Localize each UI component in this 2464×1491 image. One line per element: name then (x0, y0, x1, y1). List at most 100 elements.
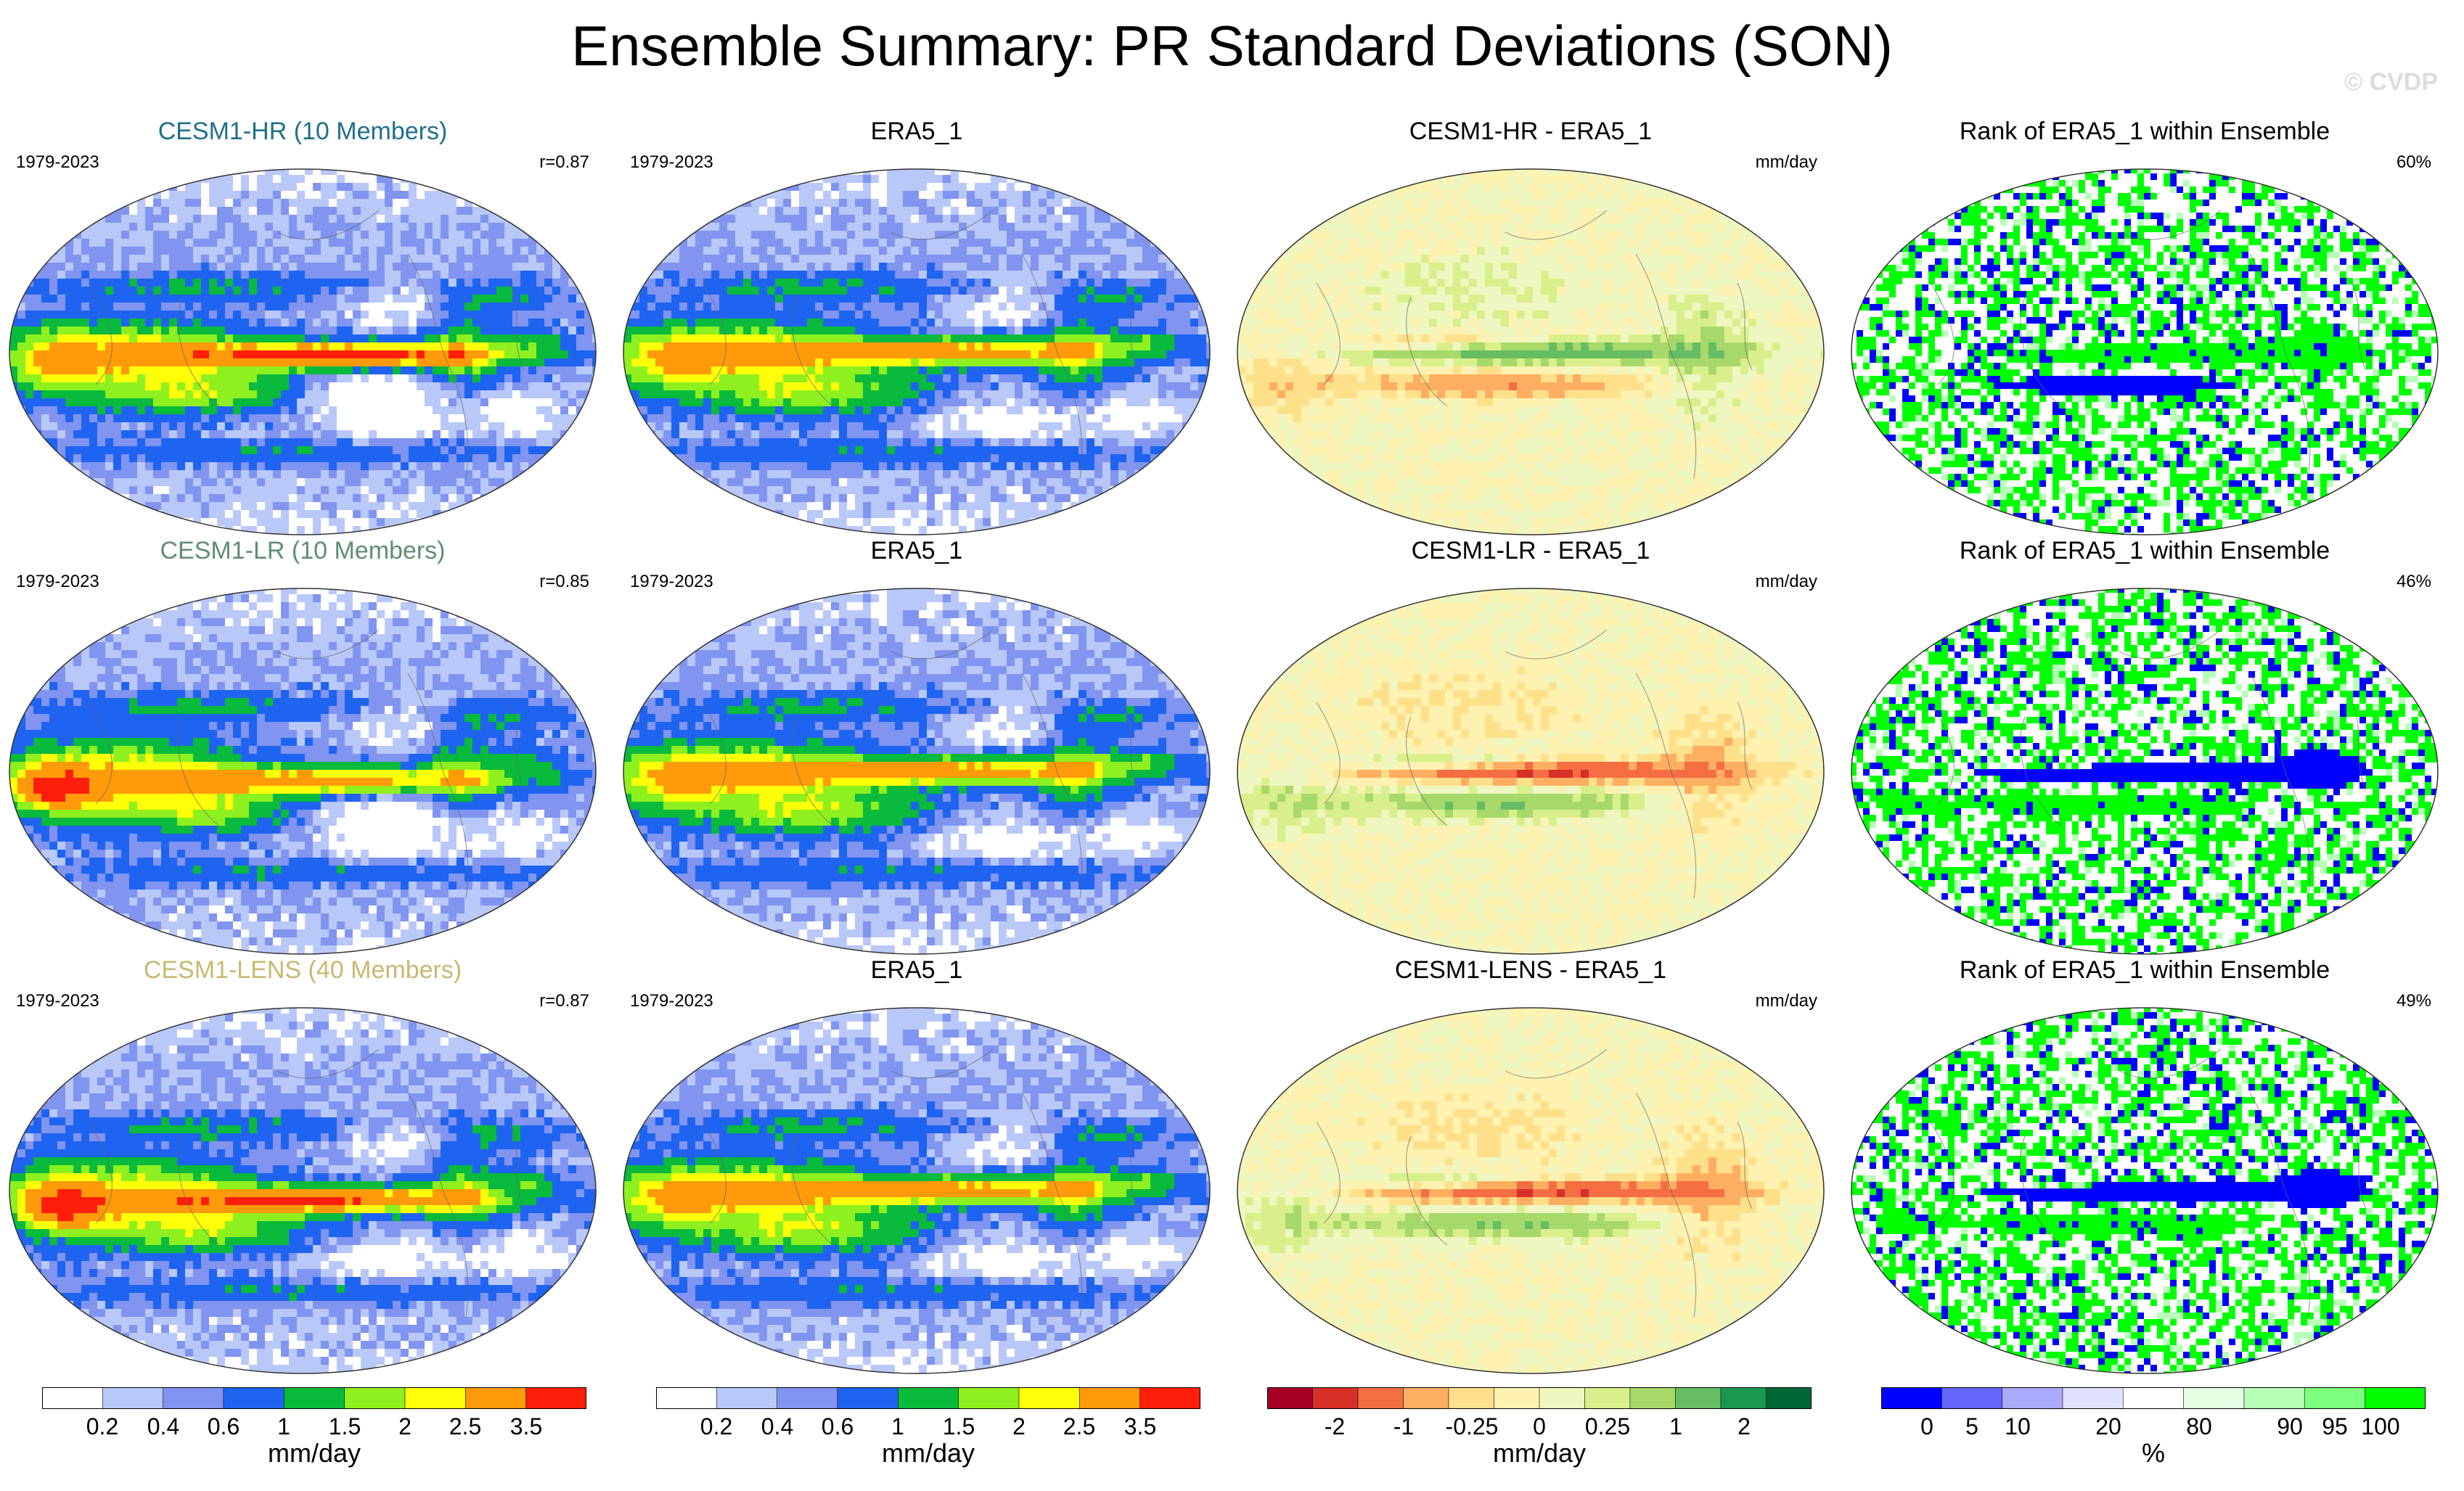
colorbar-box (344, 1387, 406, 1409)
colorbar-box (1139, 1387, 1200, 1409)
panel-rank-lens: Rank of ERA5_1 within Ensemble 49% (1843, 956, 2446, 1377)
difference-map (1237, 588, 1825, 955)
period-label: 1979-2023 (16, 572, 99, 592)
cb-tick: 0.2 (700, 1413, 732, 1440)
percent-label: 49% (2397, 991, 2431, 1011)
cb-tick: 0.4 (761, 1413, 793, 1440)
colorbar-box (525, 1387, 586, 1409)
panel-ensemble-lr: CESM1-LR (10 Members) 1979-2023 r=0.85 (1, 537, 604, 958)
period-label: 1979-2023 (16, 152, 99, 173)
cb-units: mm/day (268, 1438, 361, 1469)
rank-colorbar (1881, 1387, 2426, 1409)
cb-tick: -1 (1393, 1413, 1414, 1440)
colorbar-box (1629, 1387, 1676, 1409)
colorbar-box (2002, 1387, 2063, 1409)
panel-rank-hr: Rank of ERA5_1 within Ensemble 60% (1843, 118, 2446, 538)
cb-tick: 95 (2322, 1413, 2348, 1440)
percent-label: 60% (2397, 152, 2431, 173)
cb-tick: 0.2 (86, 1413, 118, 1440)
rank-map (1851, 1007, 2439, 1374)
panel-ensemble-lens: CESM1-LENS (40 Members) 1979-2023 r=0.87 (1, 956, 604, 1377)
colorbar-box (2183, 1387, 2245, 1409)
cb-tick: 2 (1012, 1413, 1026, 1440)
colorbar-box (284, 1387, 345, 1409)
colorbar-box (958, 1387, 1020, 1409)
rank-map (1851, 588, 2439, 955)
colorbar-box (1675, 1387, 1722, 1409)
panel-ensemble-hr: CESM1-HR (10 Members) 1979-2023 r=0.87 (1, 118, 604, 538)
colorbar-box (1312, 1387, 1359, 1409)
panel-diff-hr: CESM1-HR - ERA5_1 mm/day (1229, 118, 1832, 538)
colorbar-box (898, 1387, 959, 1409)
panel-diff-lr: CESM1-LR - ERA5_1 mm/day (1229, 537, 1832, 958)
panel-obs-1: ERA5_1 1979-2023 (615, 118, 1218, 538)
colorbar-box (1357, 1387, 1404, 1409)
cb-units: % (2142, 1438, 2165, 1469)
panel-rank-lr: Rank of ERA5_1 within Ensemble 46% (1843, 537, 2446, 958)
colorbar-box (2304, 1387, 2365, 1409)
colorbar-box (1539, 1387, 1585, 1409)
difference-map (1237, 168, 1825, 535)
cb-tick: 0 (1533, 1413, 1546, 1440)
cb-units: mm/day (882, 1438, 975, 1469)
colorbar-box (1267, 1387, 1313, 1409)
std-map (9, 1007, 597, 1374)
colorbar-box (837, 1387, 899, 1409)
std-map (623, 1007, 1211, 1374)
colorbar-box (1018, 1387, 1080, 1409)
cvdp-watermark: © CVDP (2344, 68, 2438, 96)
cb-tick: 1 (1669, 1413, 1682, 1440)
colorbar-box (1403, 1387, 1449, 1409)
cb-tick: 0.25 (1585, 1413, 1630, 1440)
colorbar-box (777, 1387, 838, 1409)
colorbar-box (1941, 1387, 2002, 1409)
cb-tick: 1.5 (943, 1413, 975, 1440)
std-map (9, 588, 597, 955)
cb-tick: 20 (2095, 1413, 2121, 1440)
cb-tick: 0.6 (208, 1413, 240, 1440)
correlation-label: r=0.87 (539, 991, 589, 1011)
std-map (9, 168, 597, 535)
colorbar-box (2123, 1387, 2184, 1409)
panel-title: ERA5_1 (615, 537, 1218, 565)
units-label: mm/day (1756, 152, 1817, 173)
colorbar-box (2243, 1387, 2305, 1409)
correlation-label: r=0.85 (539, 572, 589, 592)
cb-tick: 2 (398, 1413, 412, 1440)
period-label: 1979-2023 (630, 572, 713, 592)
colorbar-box (1720, 1387, 1767, 1409)
colorbar-box (404, 1387, 466, 1409)
cb-tick: 2 (1738, 1413, 1751, 1440)
std-map (623, 588, 1211, 955)
colorbar-box (656, 1387, 717, 1409)
panel-title: ERA5_1 (615, 956, 1218, 985)
percent-label: 46% (2397, 572, 2431, 592)
period-label: 1979-2023 (630, 991, 713, 1011)
panel-title: CESM1-HR - ERA5_1 (1229, 118, 1832, 146)
cb-tick: 3.5 (510, 1413, 542, 1440)
colorbar-box (716, 1387, 777, 1409)
panel-obs-3: ERA5_1 1979-2023 (615, 956, 1218, 1377)
cb-tick: 80 (2186, 1413, 2212, 1440)
cb-tick: 0.6 (822, 1413, 854, 1440)
colorbar-box (1448, 1387, 1494, 1409)
cb-tick: 1 (891, 1413, 904, 1440)
panel-title: ERA5_1 (615, 118, 1218, 146)
colorbar-box (2062, 1387, 2124, 1409)
colorbar-box (1494, 1387, 1540, 1409)
cb-tick: -0.25 (1446, 1413, 1499, 1440)
difference-colorbar (1267, 1387, 1812, 1409)
colorbar-box (1766, 1387, 1812, 1409)
cb-tick: 0.4 (147, 1413, 179, 1440)
panel-title: Rank of ERA5_1 within Ensemble (1843, 956, 2446, 985)
colorbar-box (465, 1387, 526, 1409)
std-map (623, 168, 1211, 535)
colorbar-box (223, 1387, 285, 1409)
colorbar-box (1881, 1387, 1942, 1409)
panel-title: CESM1-LENS - ERA5_1 (1229, 956, 1832, 985)
cb-tick: 2.5 (449, 1413, 481, 1440)
panel-obs-2: ERA5_1 1979-2023 (615, 537, 1218, 958)
panel-title: CESM1-LENS (40 Members) (1, 956, 604, 985)
cb-tick: 1.5 (329, 1413, 361, 1440)
units-label: mm/day (1756, 991, 1817, 1011)
